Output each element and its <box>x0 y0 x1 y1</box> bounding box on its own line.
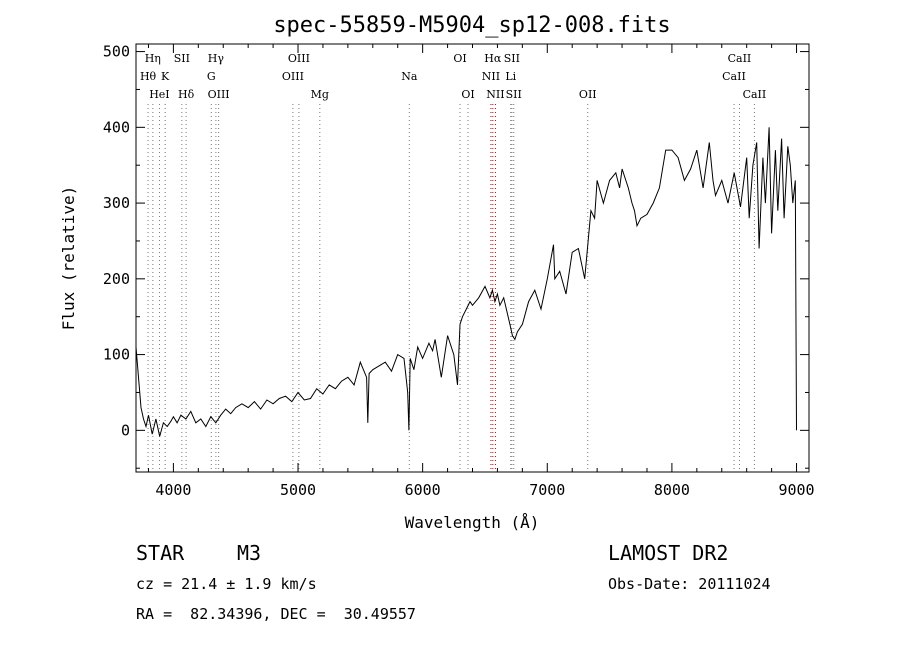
coordinates: RA = 82.34396, DEC = 30.49557 <box>136 605 416 623</box>
x-tick-label: 4000 <box>155 481 191 499</box>
x-tick-label: 7000 <box>529 481 565 499</box>
line-marker-label: OIII <box>208 88 230 101</box>
line-marker-label: Hη <box>145 52 161 65</box>
line-marker-label: OIII <box>282 70 304 83</box>
line-marker-label: OIII <box>288 52 310 65</box>
line-markers <box>147 104 755 472</box>
y-tick-label: 400 <box>103 118 130 136</box>
line-marker-label: K <box>161 70 170 83</box>
x-tick-label: 6000 <box>405 481 441 499</box>
observation-date: Obs-Date: 20111024 <box>608 575 771 593</box>
line-marker-label: OI <box>453 52 466 65</box>
line-marker-label: OII <box>579 88 597 101</box>
x-tick-label: 9000 <box>778 481 814 499</box>
y-axis-label: Flux (relative) <box>59 186 78 331</box>
flux-series-line <box>135 127 797 437</box>
line-marker-label: NII <box>482 70 500 83</box>
x-axis-label: Wavelength (Å) <box>405 513 540 532</box>
object-subclass: M3 <box>237 541 262 565</box>
line-marker-label: G <box>207 70 216 83</box>
line-marker-label: SII <box>174 52 190 65</box>
line-marker-label: OI <box>461 88 474 101</box>
y-tick-label: 500 <box>103 43 130 61</box>
line-marker-label: Hδ <box>178 88 195 101</box>
axis-ticks: 4000 5000 6000 7000 8000 9000 0 100 200 300 400 500 <box>103 43 815 499</box>
line-marker-label: Na <box>401 70 418 83</box>
line-marker-label: CaII <box>728 52 752 65</box>
line-marker-label: HeI <box>149 88 169 101</box>
line-marker-label: Mg <box>311 88 329 101</box>
y-tick-label: 300 <box>103 194 130 212</box>
line-marker-label: Hγ <box>208 52 225 65</box>
line-marker-label: CaII <box>743 88 767 101</box>
line-marker-label: Li <box>505 70 516 83</box>
object-type: STAR <box>136 541 185 565</box>
line-marker-label: Hθ <box>140 70 157 83</box>
line-marker-label: Hα <box>484 52 502 65</box>
line-marker-label: CaII <box>722 70 746 83</box>
y-tick-label: 0 <box>121 421 130 439</box>
survey-name: LAMOST DR2 <box>608 541 729 565</box>
x-tick-label: 8000 <box>654 481 690 499</box>
plot-frame <box>135 43 810 473</box>
x-tick-label: 5000 <box>280 481 316 499</box>
line-marker-label: NII <box>486 88 504 101</box>
y-tick-label: 200 <box>103 270 130 288</box>
chart-title: spec-55859-M5904_sp12-008.fits <box>273 13 670 38</box>
line-marker-label: SII <box>504 52 520 65</box>
line-marker-label: SII <box>506 88 522 101</box>
redshift-cz: cz = 21.4 ± 1.9 km/s <box>136 575 317 593</box>
y-tick-label: 100 <box>103 346 130 364</box>
